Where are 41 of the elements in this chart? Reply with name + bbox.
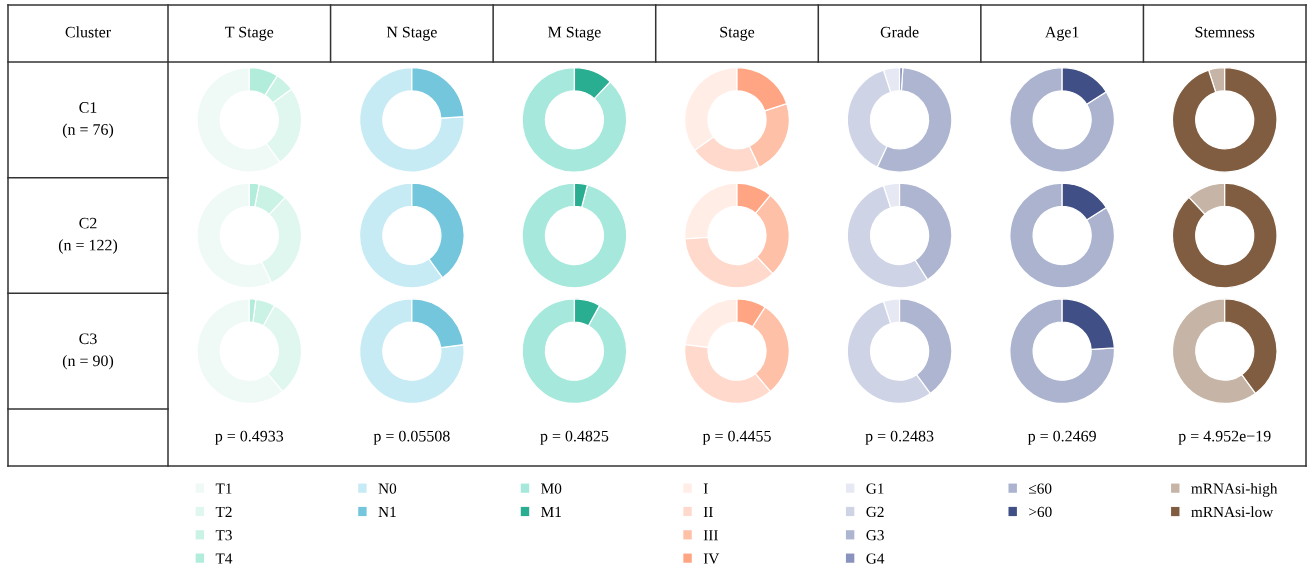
text: (n = 76) [62,123,114,139]
text: p = 0.2469 [1027,430,1096,445]
chart-title: Stage [720,26,755,41]
legend-label: ≤60 [1028,483,1052,494]
text: p = 0.4455 [702,430,771,445]
legend-label: T4 [215,553,233,564]
legend-label: >60 [1029,506,1052,518]
chart-title: Stemness [1195,26,1255,38]
legend-label: M0 [541,483,562,494]
legend-label: II [703,506,713,517]
legend-label: M1 [541,506,561,517]
text: C3 [79,333,97,345]
text: C2 [79,217,97,229]
chart-title: Grade [880,26,919,38]
legend-label: IV [703,553,720,564]
text: C1 [79,102,97,113]
legend-label: G1 [866,483,884,494]
text: p = 0.4933 [215,430,284,445]
legend-label: N1 [378,506,396,517]
legend-label: T3 [215,530,232,541]
legend-label: T1 [215,483,232,494]
legend-label: G2 [866,506,884,518]
legend-label: T2 [215,506,232,517]
text: p = 4.952e−19 [1178,430,1271,445]
chart-title: N Stage [386,26,437,41]
text: (n = 90) [62,354,114,370]
legend-label: N0 [378,483,397,494]
chart-title: T Stage [225,26,274,41]
chart-title: M Stage [548,26,601,41]
text: p = 0.05508 [373,430,450,445]
chart-title: Age1 [1045,26,1079,41]
legend-label: I [703,483,708,494]
legend-label: G4 [866,553,885,564]
legend-label: mRNAsi-high [1191,482,1278,497]
text: (n = 122) [58,239,118,254]
legend-label: III [703,530,718,541]
text: Cluster [65,26,111,38]
legend-label: mRNAsi-low [1191,506,1274,518]
text: p = 0.4825 [540,430,609,445]
text: p = 0.2483 [865,430,934,445]
legend-label: G3 [866,530,884,541]
